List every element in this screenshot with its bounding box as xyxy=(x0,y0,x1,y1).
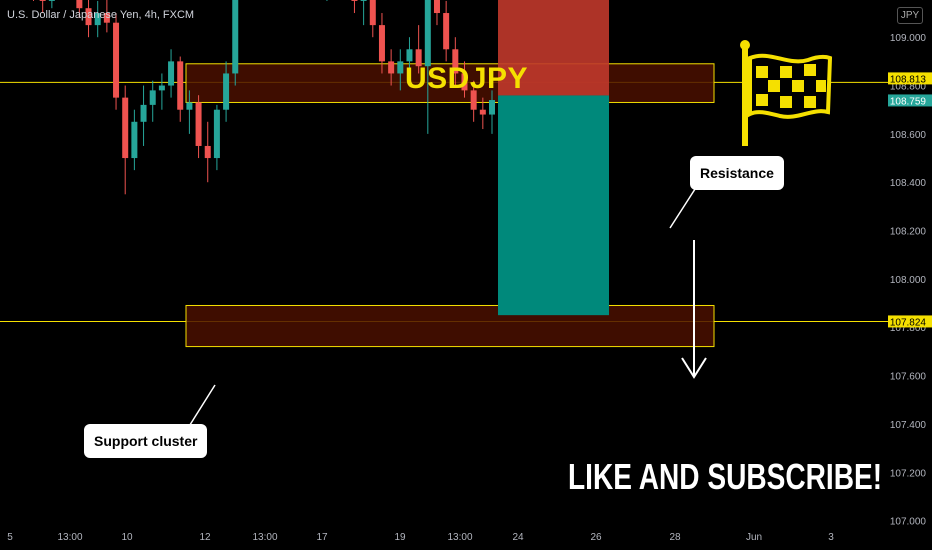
x-tick-label: 12 xyxy=(199,532,211,543)
x-axis: 5 13:00 10 12 13:00 17 19 13:00 24 26 28 Jun 3 xyxy=(7,532,834,543)
candle-48 xyxy=(443,0,450,62)
candle-20 xyxy=(186,90,193,134)
candle-12 xyxy=(113,13,120,110)
support-pointer-line xyxy=(187,384,216,429)
chart-header-title: U.S. Dollar / Japanese Yen, 4h, FXCM xyxy=(7,9,195,21)
candle-35 xyxy=(326,0,328,1)
svg-text:107.824: 107.824 xyxy=(890,317,927,328)
candle-21 xyxy=(195,95,202,159)
candles xyxy=(33,0,495,195)
candle-49 xyxy=(452,37,459,86)
zones xyxy=(185,63,715,348)
candle-43 xyxy=(397,49,404,91)
price-levels xyxy=(0,81,888,322)
candle-4 xyxy=(39,0,46,14)
candle-8 xyxy=(76,0,83,18)
y-tick-label: 107.200 xyxy=(890,468,927,479)
annotation-lines xyxy=(187,171,707,429)
price-label-2: 107.824 xyxy=(888,315,932,328)
x-tick-label: 10 xyxy=(121,532,133,543)
resistance-callout: Resistance xyxy=(690,156,784,190)
y-tick-label: 107.400 xyxy=(890,420,927,431)
candle-44 xyxy=(406,37,413,81)
x-tick-label: 13:00 xyxy=(57,532,82,543)
take-profit-box xyxy=(498,95,609,316)
x-tick-label: 24 xyxy=(512,532,524,543)
candle-47 xyxy=(433,0,440,26)
y-tick-label: 108.600 xyxy=(890,130,927,141)
y-axis: 110.000109.800109.600109.400109.200109.0… xyxy=(890,33,927,528)
candle-5 xyxy=(48,0,55,9)
x-tick-label: 3 xyxy=(828,532,834,543)
candle-38 xyxy=(351,0,358,14)
price-labels: 108.813 108.759 107.824 xyxy=(888,72,932,328)
candle-23 xyxy=(213,104,220,171)
candle-42 xyxy=(388,49,395,86)
y-tick-label: 108.200 xyxy=(890,227,927,238)
y-tick-label: 107.800 xyxy=(890,323,927,334)
candle-46 xyxy=(424,0,431,134)
y-tick-label: 108.000 xyxy=(890,275,927,286)
candle-52 xyxy=(479,97,486,130)
candle-24 xyxy=(223,61,230,122)
target-arrow-head xyxy=(681,357,707,379)
support-callout: Support cluster xyxy=(84,424,208,458)
flag-icon xyxy=(740,40,833,146)
currency-badge[interactable]: JPY xyxy=(897,7,923,24)
price-label-0: 108.813 xyxy=(888,72,932,85)
candle-11 xyxy=(103,0,110,33)
svg-text:108.759: 108.759 xyxy=(890,96,927,107)
candle-10 xyxy=(94,0,101,38)
x-tick-label: 19 xyxy=(394,532,406,543)
x-tick-label: 13:00 xyxy=(252,532,277,543)
support-zone xyxy=(185,304,715,348)
candle-3 xyxy=(33,0,35,1)
candle-51 xyxy=(470,80,477,122)
y-tick-label: 108.800 xyxy=(890,82,927,93)
position-boxes xyxy=(498,0,609,316)
candle-13 xyxy=(122,85,129,195)
y-tick-label: 107.000 xyxy=(890,517,927,528)
candle-40 xyxy=(369,0,376,38)
call-to-action: LIKE AND SUBSCRIBE! xyxy=(568,456,883,497)
candle-22 xyxy=(204,121,211,183)
resistance-zone xyxy=(185,63,715,103)
candle-16 xyxy=(149,80,156,122)
stop-loss-box xyxy=(498,0,609,96)
x-tick-label: 13:00 xyxy=(447,532,472,543)
candle-17 xyxy=(158,73,165,110)
x-tick-label: 28 xyxy=(669,532,681,543)
candle-18 xyxy=(168,49,175,98)
y-tick-label: 108.400 xyxy=(890,178,927,189)
candle-50 xyxy=(461,61,468,98)
svg-text:108.813: 108.813 xyxy=(890,74,927,85)
candle-45 xyxy=(415,25,422,74)
candle-15 xyxy=(140,85,147,146)
candle-53 xyxy=(489,90,495,134)
price-label-1: 108.759 xyxy=(888,94,932,107)
candle-41 xyxy=(378,13,385,74)
candle-39 xyxy=(360,0,367,26)
x-tick-label: 17 xyxy=(316,532,328,543)
y-tick-label: 109.000 xyxy=(890,33,927,44)
x-tick-label: 5 xyxy=(7,532,13,543)
symbol-title: USDJPY xyxy=(405,62,529,95)
candle-9 xyxy=(85,0,92,38)
x-tick-label: 26 xyxy=(590,532,602,543)
candle-14 xyxy=(131,109,138,171)
y-tick-label: 107.600 xyxy=(890,372,927,383)
candle-19 xyxy=(177,56,184,122)
candle-25 xyxy=(232,0,239,86)
x-tick-label: Jun xyxy=(746,532,762,543)
